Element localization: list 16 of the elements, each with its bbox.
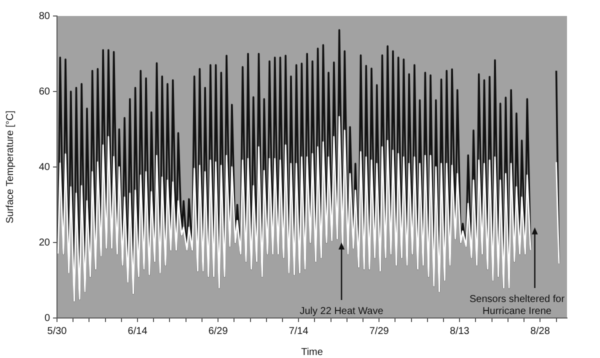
annotation: July 22 Heat Wave <box>300 306 384 317</box>
x-tick-label: 8/28 <box>530 326 550 337</box>
x-tick-label: 5/30 <box>47 326 68 337</box>
x-tick-label: 6/14 <box>128 326 148 337</box>
x-tick-label: 7/14 <box>288 326 309 337</box>
x-axis-title: Time <box>301 346 324 358</box>
y-tick-label: 0 <box>44 312 50 324</box>
y-tick-label: 80 <box>38 10 50 22</box>
y-tick-label: 40 <box>38 162 50 173</box>
annotation: Sensors sheltered for Hurricane Irene <box>469 294 566 317</box>
y-tick-label: 20 <box>38 237 50 248</box>
x-tick-label: 8/13 <box>450 326 470 337</box>
y-tick-label: 60 <box>38 86 50 98</box>
y-axis-title: Surface Temperature [°C] <box>4 110 16 224</box>
x-tick-label: 7/29 <box>369 326 390 337</box>
x-tick-label: 6/29 <box>208 326 228 337</box>
